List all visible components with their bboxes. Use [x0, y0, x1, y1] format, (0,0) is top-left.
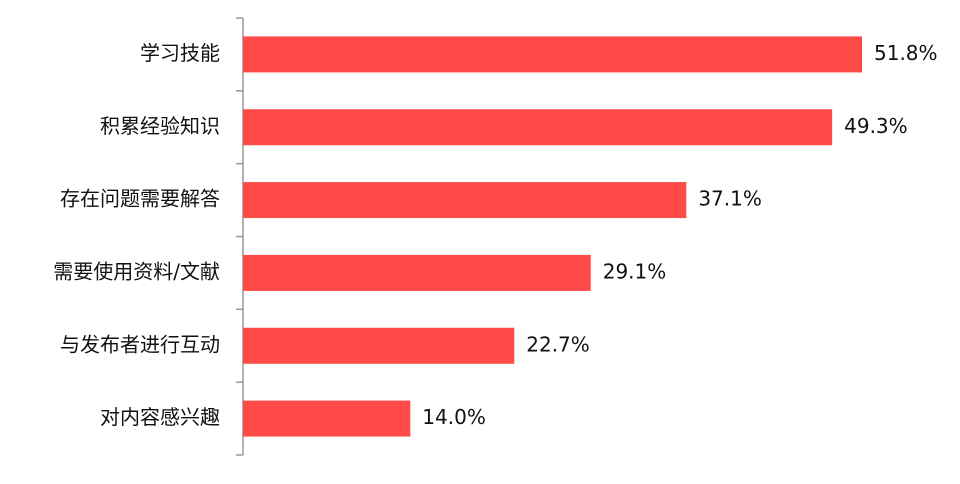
category-label: 与发布者进行互动 — [60, 332, 220, 356]
bar — [243, 400, 411, 437]
value-label: 49.3% — [844, 114, 908, 138]
bar — [243, 109, 833, 146]
bar — [243, 254, 591, 291]
bar — [243, 182, 687, 219]
category-label: 积累经验知识 — [100, 114, 220, 138]
bar — [243, 327, 515, 364]
value-label: 22.7% — [526, 332, 590, 356]
category-label: 学习技能 — [140, 41, 220, 65]
category-label: 对内容感兴趣 — [100, 405, 220, 429]
value-label: 29.1% — [603, 259, 667, 283]
value-label: 14.0% — [422, 405, 486, 429]
category-label: 存在问题需要解答 — [60, 187, 220, 211]
category-label: 需要使用资料/文献 — [53, 259, 220, 283]
value-label: 37.1% — [698, 187, 762, 211]
value-label: 51.8% — [874, 41, 938, 65]
bar — [243, 36, 862, 73]
